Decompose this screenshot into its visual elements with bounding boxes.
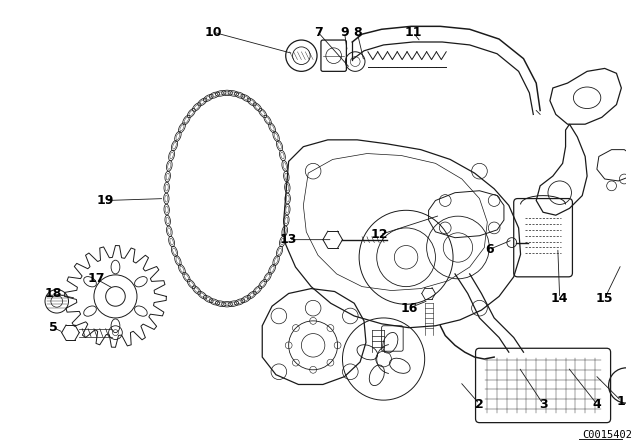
Text: 12: 12	[371, 228, 388, 241]
Text: 13: 13	[280, 233, 298, 246]
Text: 10: 10	[205, 26, 222, 39]
Text: 4: 4	[593, 397, 601, 410]
Text: C0015402: C0015402	[582, 431, 632, 440]
Text: 9: 9	[340, 26, 349, 39]
Text: 11: 11	[404, 26, 422, 39]
Text: 14: 14	[551, 292, 568, 305]
Text: 7: 7	[314, 26, 323, 39]
Text: 16: 16	[401, 302, 418, 314]
Text: 17: 17	[87, 272, 105, 285]
Text: 2: 2	[475, 397, 484, 410]
Text: 18: 18	[44, 287, 61, 300]
Text: 15: 15	[596, 292, 614, 305]
Text: 19: 19	[97, 194, 115, 207]
Text: 5: 5	[49, 321, 58, 334]
Text: 6: 6	[485, 243, 493, 256]
Text: 1: 1	[617, 395, 626, 408]
Text: 8: 8	[353, 26, 362, 39]
Text: 3: 3	[539, 397, 547, 410]
